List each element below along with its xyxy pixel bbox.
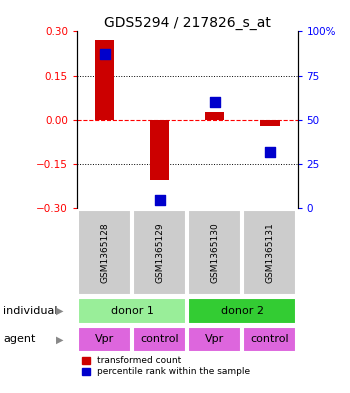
Bar — [78, 210, 131, 295]
Text: Vpr: Vpr — [95, 334, 114, 345]
Bar — [244, 210, 296, 295]
Point — [102, 51, 107, 58]
Text: GSM1365131: GSM1365131 — [265, 222, 274, 283]
Text: control: control — [251, 334, 289, 345]
Legend: transformed count, percentile rank within the sample: transformed count, percentile rank withi… — [82, 356, 250, 376]
Text: GSM1365128: GSM1365128 — [100, 222, 109, 283]
Bar — [150, 120, 169, 180]
Text: donor 1: donor 1 — [111, 306, 154, 316]
Text: donor 2: donor 2 — [221, 306, 264, 316]
Bar — [133, 327, 186, 352]
Text: GSM1365130: GSM1365130 — [210, 222, 219, 283]
Text: control: control — [140, 334, 179, 345]
Bar — [95, 40, 114, 120]
Bar — [188, 298, 296, 324]
Bar — [205, 112, 224, 120]
Bar — [188, 327, 241, 352]
Text: ▶: ▶ — [56, 306, 63, 316]
Text: Vpr: Vpr — [205, 334, 224, 345]
Bar — [78, 327, 131, 352]
Text: agent: agent — [4, 334, 36, 345]
Point — [157, 196, 162, 203]
Bar — [260, 120, 280, 127]
Title: GDS5294 / 217826_s_at: GDS5294 / 217826_s_at — [104, 17, 271, 30]
Bar — [78, 298, 186, 324]
Text: GSM1365129: GSM1365129 — [155, 222, 164, 283]
Point — [212, 99, 218, 105]
Bar — [244, 327, 296, 352]
Text: individual: individual — [4, 306, 58, 316]
Bar — [133, 210, 186, 295]
Point — [267, 149, 273, 155]
Text: ▶: ▶ — [56, 334, 63, 345]
Bar — [188, 210, 241, 295]
